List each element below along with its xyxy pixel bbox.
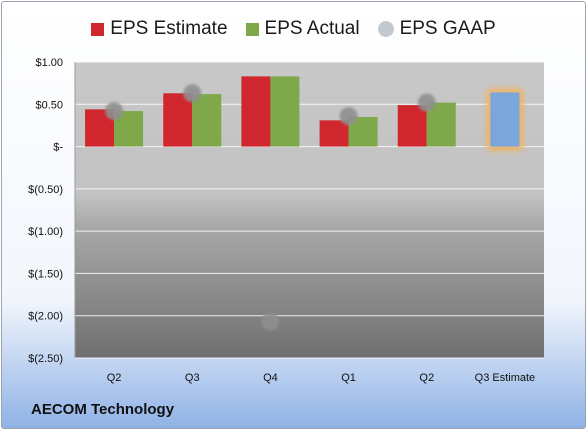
legend-item-eps-estimate: EPS Estimate: [91, 18, 228, 40]
y-tick-label: $(2.50): [28, 353, 63, 365]
x-axis-ticks: Q2 Q3 Q4 Q1 Q2 Q3 Estimate: [107, 372, 535, 384]
bar-eps-estimate: [163, 93, 193, 147]
legend-label-eps-estimate: EPS Estimate: [110, 18, 228, 39]
y-tick-label: $1.00: [35, 57, 63, 69]
x-tick-label: Q3: [185, 372, 200, 384]
bar-eps-actual: [192, 94, 222, 147]
y-tick-label: $(0.50): [28, 184, 63, 196]
point-eps-gaap: [339, 107, 358, 126]
legend-label-eps-gaap: EPS GAAP: [399, 18, 496, 39]
company-name: AECOM Technology: [31, 401, 175, 418]
y-tick-label: $-: [53, 142, 63, 154]
bar-eps-estimate: [241, 76, 271, 147]
y-tick-label: $(2.00): [28, 311, 63, 323]
x-tick-label: Q2: [107, 372, 122, 384]
plot-area: [75, 62, 544, 358]
legend-label-eps-actual: EPS Actual: [264, 18, 360, 39]
legend-swatch-eps-actual: [245, 22, 259, 36]
legend-item-eps-gaap: EPS GAAP: [377, 18, 496, 40]
legend-item-eps-actual: EPS Actual: [245, 18, 360, 40]
gaap-points: [105, 84, 436, 331]
bar-eps-estimate: [319, 120, 349, 147]
bar-eps-estimate: [397, 105, 427, 147]
x-tick-label: Q1: [341, 372, 356, 384]
point-eps-gaap: [417, 93, 436, 112]
gridlines: [74, 61, 544, 359]
legend-swatch-eps-gaap: [377, 21, 394, 37]
y-tick-label: $(1.50): [28, 268, 63, 280]
y-tick-label: $(1.00): [28, 226, 63, 238]
bar-eps-actual: [270, 76, 300, 147]
point-eps-gaap: [261, 312, 280, 331]
point-eps-gaap: [183, 84, 202, 103]
bar-eps-estimate-next: [490, 92, 520, 147]
chart-legend: EPS Estimate EPS Actual EPS GAAP: [0, 16, 587, 42]
legend-swatch-eps-estimate: [91, 22, 105, 36]
x-tick-label: Q3 Estimate: [475, 372, 536, 384]
y-axis-ticks: $1.00 $0.50 $- $(0.50) $(1.00) $(1.50) $(2.00)…: [28, 57, 63, 365]
y-tick-label: $0.50: [35, 99, 63, 111]
point-eps-gaap: [105, 102, 124, 121]
x-tick-label: Q2: [419, 372, 434, 384]
x-tick-label: Q4: [263, 372, 278, 384]
